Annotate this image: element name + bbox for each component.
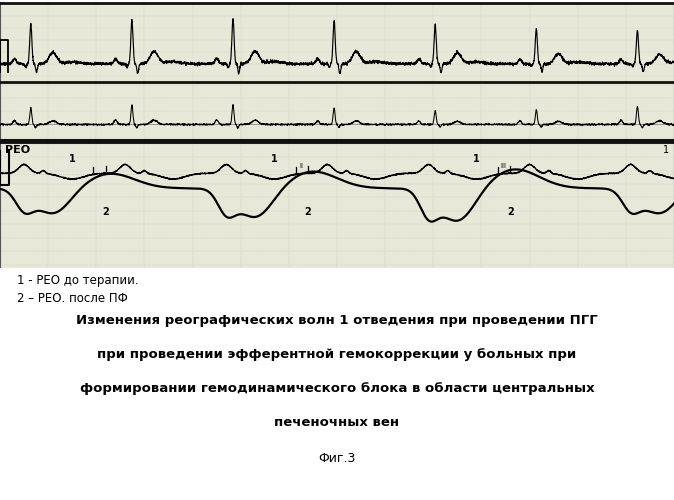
Text: II: II	[299, 164, 303, 170]
Text: 2 – РЕО. после ПФ: 2 – РЕО. после ПФ	[17, 292, 128, 306]
Text: Фиг.3: Фиг.3	[318, 452, 356, 466]
Text: формировании гемодинамического блока в области центральных: формировании гемодинамического блока в о…	[80, 382, 594, 395]
Text: 1: 1	[473, 154, 480, 164]
Text: РЕО: РЕО	[5, 144, 30, 154]
Text: печеночных вен: печеночных вен	[274, 416, 400, 429]
Text: 1 - РЕО до терапии.: 1 - РЕО до терапии.	[17, 274, 138, 287]
Text: 1: 1	[663, 144, 669, 154]
Text: 2: 2	[102, 208, 109, 218]
Text: III: III	[501, 163, 507, 169]
Text: 2: 2	[305, 208, 311, 218]
Text: 2: 2	[507, 208, 514, 218]
Text: Изменения реографических волн 1 отведения при проведении ПГГ: Изменения реографических волн 1 отведени…	[76, 314, 598, 327]
Text: 1: 1	[69, 154, 75, 164]
Text: 1: 1	[271, 154, 278, 164]
Text: при проведении эфферентной гемокоррекции у больных при: при проведении эфферентной гемокоррекции…	[97, 348, 577, 361]
